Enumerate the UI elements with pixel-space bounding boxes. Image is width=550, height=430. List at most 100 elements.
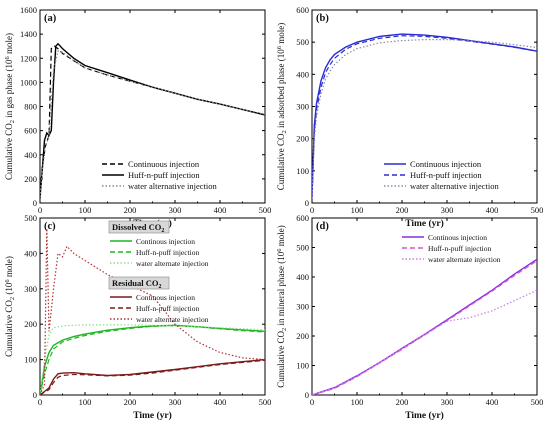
y-tick-label: 100	[24, 355, 37, 365]
x-tick-label: 300	[441, 397, 454, 407]
y-axis-title: Cumulative CO2 in mineral phase (106 mol…	[276, 225, 288, 387]
x-tick-label: 0	[38, 397, 42, 407]
y-tick-label: 300	[296, 102, 309, 112]
y-tick-label: 200	[24, 319, 37, 329]
legend-entry: Huff-n-puff injection	[128, 170, 200, 180]
series-line-4	[40, 359, 265, 395]
group-title-main: Residual CO	[112, 278, 159, 288]
y-axis-title-part: 6	[276, 45, 283, 49]
x-tick-label: 200	[124, 205, 137, 215]
x-tick-label: 400	[486, 397, 499, 407]
legend-entry: water alternate injection	[136, 259, 209, 268]
y-tick-label: 400	[24, 150, 37, 160]
series-line-2	[312, 289, 537, 395]
x-axis-title: Time (yr)	[133, 410, 172, 421]
y-tick-label: 200	[24, 174, 37, 184]
x-tick-label: 300	[441, 205, 454, 215]
y-tick-label: 1200	[20, 53, 37, 63]
y-tick-label: 0	[33, 198, 37, 208]
legend-entry: Huff-n-puff injection	[410, 170, 482, 180]
group-title-box	[108, 276, 170, 290]
x-tick-label: 100	[351, 397, 364, 407]
y-tick-label: 500	[296, 37, 309, 47]
y-axis-title-part: mole)	[4, 33, 14, 56]
y-tick-label: 600	[296, 213, 309, 223]
legend-entry: Huff-n-puff injection	[136, 304, 199, 313]
y-tick-label: 500	[296, 243, 309, 253]
y-tick-label: 300	[24, 284, 37, 294]
y-axis-title-part: 2	[281, 130, 288, 133]
series-line-0	[312, 258, 537, 395]
y-tick-label: 1600	[20, 5, 37, 15]
y-axis-title-part: Cumulative CO	[276, 133, 286, 190]
series-line-5	[40, 228, 265, 395]
legend-entry: Huff-n-puff injection	[136, 248, 199, 257]
x-tick-label: 400	[214, 397, 227, 407]
legend-entry: Continuous injection	[128, 159, 200, 169]
y-axis-title-part: Cumulative CO	[276, 330, 286, 387]
y-axis-title-part: 6	[276, 248, 283, 252]
y-tick-label: 500	[24, 213, 37, 223]
y-axis-title-part: 2	[9, 297, 16, 300]
x-tick-label: 0	[310, 397, 314, 407]
y-axis-title-part: mole)	[4, 256, 14, 279]
y-tick-label: 0	[305, 198, 309, 208]
x-tick-label: 500	[531, 397, 544, 407]
x-tick-label: 500	[531, 205, 544, 215]
legend-entry: Continuous injection	[410, 159, 482, 169]
x-tick-label: 200	[396, 205, 409, 215]
y-axis-title: Cumulative CO2 (106 mole)	[4, 256, 16, 357]
y-axis-title-part: Cumulative CO	[4, 123, 14, 180]
y-axis-title-part: in gas phase (10	[4, 59, 14, 120]
series-line-1	[312, 260, 537, 395]
x-axis-title: Time (yr)	[405, 218, 444, 229]
y-tick-label: 400	[24, 248, 37, 258]
group-title-sub: 2	[159, 284, 162, 290]
legend-entry: Continous injection	[428, 233, 487, 242]
y-tick-label: 800	[24, 102, 37, 112]
legend-entry: water alternative injection	[128, 181, 217, 191]
y-tick-label: 0	[33, 390, 37, 400]
y-tick-label: 100	[296, 166, 309, 176]
x-tick-label: 300	[169, 397, 182, 407]
y-axis-title-part: 6	[4, 279, 11, 283]
y-tick-label: 1400	[20, 29, 37, 39]
x-tick-label: 100	[351, 205, 364, 215]
series-line-1	[312, 35, 537, 199]
legend-entry: Continous injection	[136, 237, 195, 246]
y-tick-label: 100	[296, 361, 309, 371]
panel-label: (a)	[44, 13, 57, 24]
group-title-box	[108, 220, 170, 234]
x-tick-label: 100	[79, 205, 92, 215]
panel-d: 0 100 200 300 400 500 0 100 200 300 400 500 600 Time …	[276, 213, 543, 421]
panel-label: (b)	[316, 13, 329, 24]
y-tick-label: 200	[296, 331, 309, 341]
legend-entry: water alternate injection	[428, 255, 501, 264]
y-axis-title-part: mole)	[276, 23, 286, 46]
x-tick-label: 0	[310, 205, 314, 215]
x-tick-label: 400	[214, 205, 227, 215]
y-tick-label: 600	[24, 126, 37, 136]
legend-entry: Huff-n-puff injection	[428, 244, 491, 253]
x-axis-title: Time (yr)	[405, 410, 444, 421]
x-tick-label: 500	[259, 205, 272, 215]
x-tick-label: 0	[38, 205, 42, 215]
x-tick-label: 300	[169, 205, 182, 215]
x-tick-label: 500	[259, 397, 272, 407]
panel-c: 0 100 200 300 400 500 0 100 200 300 400 500 Time (yr…	[4, 213, 271, 421]
legend-entry: water alternative injection	[410, 181, 499, 191]
series-line-0	[40, 324, 265, 395]
group-title-main: Dissolved CO	[112, 222, 162, 232]
y-tick-label: 300	[296, 302, 309, 312]
y-axis-title-part: in mineral phase (10	[276, 251, 286, 327]
legend-entry: Continous injection	[136, 293, 195, 302]
series-line-1	[40, 324, 265, 395]
y-axis-title-part: (10	[4, 282, 14, 297]
panel-b: 0 100 200 300 400 500 0 100 200 300 400 500 600 Time …	[276, 5, 543, 229]
x-tick-label: 400	[486, 205, 499, 215]
panel-label: (d)	[316, 221, 329, 232]
plot-frame	[311, 217, 538, 396]
group-title-sub: 2	[161, 228, 164, 234]
y-axis-title-part: mole)	[276, 225, 286, 248]
